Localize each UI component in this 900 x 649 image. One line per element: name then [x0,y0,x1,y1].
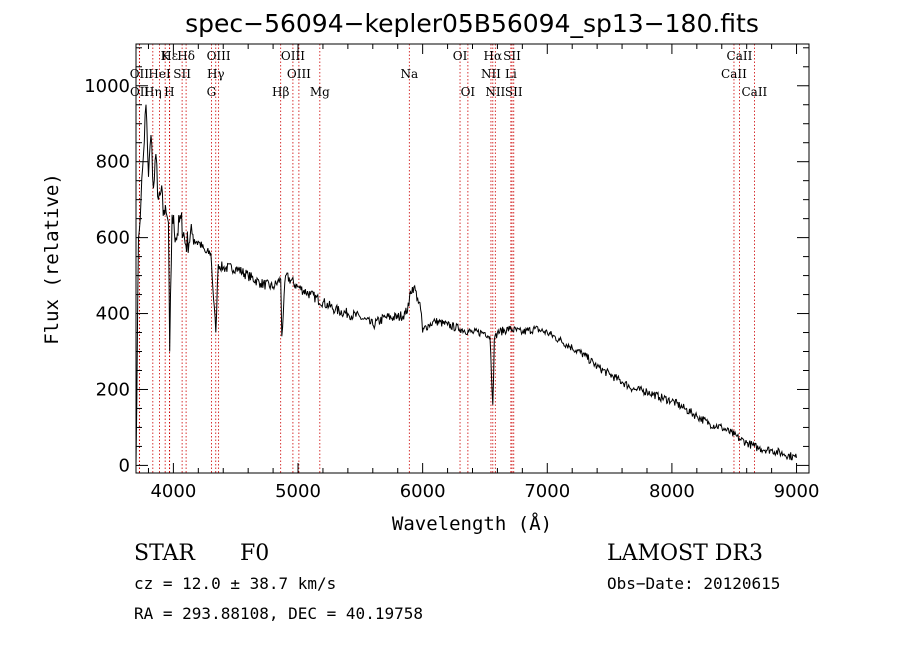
line-label-17: CaII [721,67,747,81]
line-label-2: Hδ [177,49,195,63]
chart-title: spec−56094−kepler05B56094_sp13−180.fits [185,9,759,38]
line-label-5: OI [453,49,468,63]
y-tick-label-2: 400 [96,304,130,325]
line-label-9: OII [130,67,150,81]
line-label-26: SII [505,85,523,99]
line-label-27: CaII [741,85,767,99]
y-tick-label-1: 200 [96,379,130,400]
y-tick-label-3: 600 [96,228,130,249]
line-label-13: OIII [287,67,311,81]
line-label-18: OII [130,85,150,99]
line-label-12: Hγ [207,67,225,81]
redshift-velocity: cz = 12.0 ± 38.7 km/s [134,574,336,593]
line-label-22: Hβ [272,85,289,99]
x-tick-label-3: 7000 [524,481,570,502]
object-subclass: F0 [240,541,269,566]
object-class: STAR [134,541,196,566]
series-flux [135,104,797,466]
line-label-10: HeI [148,67,171,81]
y-tick-label-5: 1000 [84,76,130,97]
spectral-line-markers [138,44,755,473]
y-tick-label-4: 800 [96,152,130,173]
observation-date: Obs−Date: 20120615 [607,574,780,593]
plot-frame [135,43,810,474]
line-label-15: NII [481,67,501,81]
x-axis-label: Wavelength (Å) [392,512,552,535]
line-label-1: K [161,49,171,63]
line-label-24: OI [461,85,476,99]
x-tick-label-4: 8000 [649,481,695,502]
sky-coordinates: RA = 293.88108, DEC = 40.19758 [134,604,423,623]
y-tick-label-0: 0 [119,455,130,476]
line-label-4: OIII [281,49,305,63]
y-axis-label: Flux (relative) [41,173,63,345]
line-label-8: CaII [727,49,753,63]
line-label-16: Li [505,67,517,81]
line-label-6: Hα [484,49,503,63]
line-label-21: G [207,85,217,99]
x-tick-label-2: 6000 [400,481,446,502]
x-tick-label-5: 9000 [774,481,820,502]
line-label-20: H [164,85,174,99]
x-tick-label-0: 4000 [150,481,196,502]
spectrum-series [135,104,797,466]
line-label-23: Mg [310,85,330,99]
axes: 4000 5000 6000 7000 8000 9000 0 200 400 600 800 100… [84,43,820,502]
x-tick-label-1: 5000 [275,481,321,502]
survey-name: LAMOST DR3 [607,541,763,566]
line-label-14: Na [400,67,418,81]
line-label-11: SII [173,67,191,81]
line-label-25: NII [485,85,505,99]
line-label-3: OIII [207,49,231,63]
line-label-19: Hη [144,85,162,99]
line-label-7: SII [503,49,521,63]
